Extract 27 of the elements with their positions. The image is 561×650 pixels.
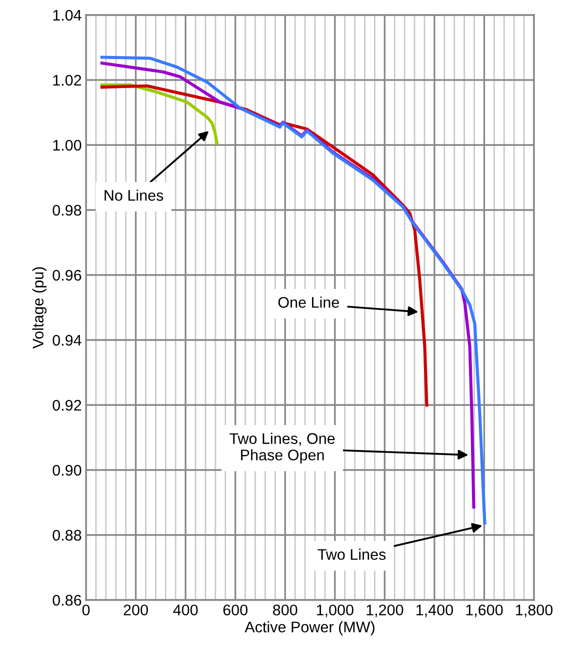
- y-tick-label: 1.00: [53, 140, 82, 151]
- x-tick-label: 200: [124, 604, 148, 616]
- annotation: Two Lines, One Phase Open: [230, 432, 335, 464]
- y-tick-label: 0.90: [52, 464, 82, 476]
- x-tick-label: 1,000: [316, 604, 354, 618]
- y-tick-label: 1.02: [53, 74, 82, 86]
- annotation: Two Lines: [318, 548, 386, 560]
- annotation: One Line: [278, 296, 339, 308]
- x-tick-label: 800: [273, 604, 298, 616]
- y-tick-label: 0.92: [52, 400, 82, 411]
- x-tick-label: 1,400: [416, 604, 453, 618]
- y-tick-label: 0.98: [52, 204, 82, 216]
- x-tick-label: 400: [173, 604, 198, 616]
- x-tick-label: 1,200: [366, 604, 404, 618]
- x-tick-label: 1,800: [516, 604, 553, 618]
- x-tick-label: 1,600: [466, 604, 503, 618]
- y-tick-label: 1.04: [53, 10, 82, 21]
- y-tick-label: 0.86: [52, 594, 82, 606]
- annotation: No Lines: [104, 190, 164, 201]
- line-series: [100, 83, 218, 145]
- y-tick-label: 0.96: [52, 270, 82, 281]
- y-tick-label: 0.88: [52, 530, 82, 541]
- y-tick-label: 0.94: [52, 334, 82, 346]
- x-axis-title: Active Power (MW): [244, 621, 374, 636]
- x-tick-label: 600: [223, 604, 248, 616]
- x-tick-label: 0: [82, 604, 90, 616]
- y-axis-title: Voltage (pu): [32, 267, 47, 349]
